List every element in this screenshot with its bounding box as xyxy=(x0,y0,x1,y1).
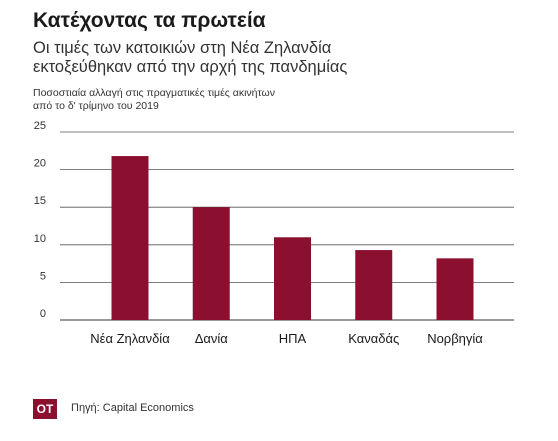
source-note: Πηγή: Capital Economics xyxy=(71,402,194,414)
x-category-label: ΗΠΑ xyxy=(279,331,307,346)
x-category-label: Νέα Ζηλανδία xyxy=(90,331,170,346)
bar-5 xyxy=(436,258,474,320)
y-tick-label: 10 xyxy=(34,233,46,245)
y-tick-label: 15 xyxy=(34,195,46,207)
y-tick-label: 5 xyxy=(40,270,46,282)
y-tick-label: 20 xyxy=(34,158,46,170)
ot-logo: ΟΤ xyxy=(33,399,57,419)
y-tick-label: 25 xyxy=(34,120,46,132)
x-category-label: Καναδάς xyxy=(348,331,399,346)
bar-1 xyxy=(111,156,149,320)
x-category-label: Νορβηγία xyxy=(427,331,483,346)
category-labels: Νέα Ζηλανδία Δανία ΗΠΑ Καναδάς Νορβηγία xyxy=(90,331,483,346)
y-axis-label-line-2: από το δ' τρίμηνο του 2019 xyxy=(33,100,159,112)
subtitle-line-1: Οι τιμές των κατοικιών στη Νέα Ζηλανδία xyxy=(33,39,332,57)
chart-title: Κατέχοντας τα πρωτεία xyxy=(33,9,266,32)
y-axis-label-line-1: Ποσοστιαία αλλαγή στις πραγματικές τιμές… xyxy=(33,87,275,99)
bar-3 xyxy=(274,237,311,320)
y-axis-label: Ποσοστιαία αλλαγή στις πραγματικές τιμές… xyxy=(33,87,353,113)
bars xyxy=(111,156,474,320)
y-tick-label: 0 xyxy=(40,308,46,320)
x-category-label: Δανία xyxy=(195,331,229,346)
bar-2 xyxy=(192,207,230,320)
chart-subtitle: Οι τιμές των κατοικιών στη Νέα Ζηλανδία … xyxy=(33,39,533,77)
subtitle-line-2: εκτοξεύθηκαν από την αρχή της πανδημίας xyxy=(33,58,348,76)
bar-4 xyxy=(355,250,393,320)
